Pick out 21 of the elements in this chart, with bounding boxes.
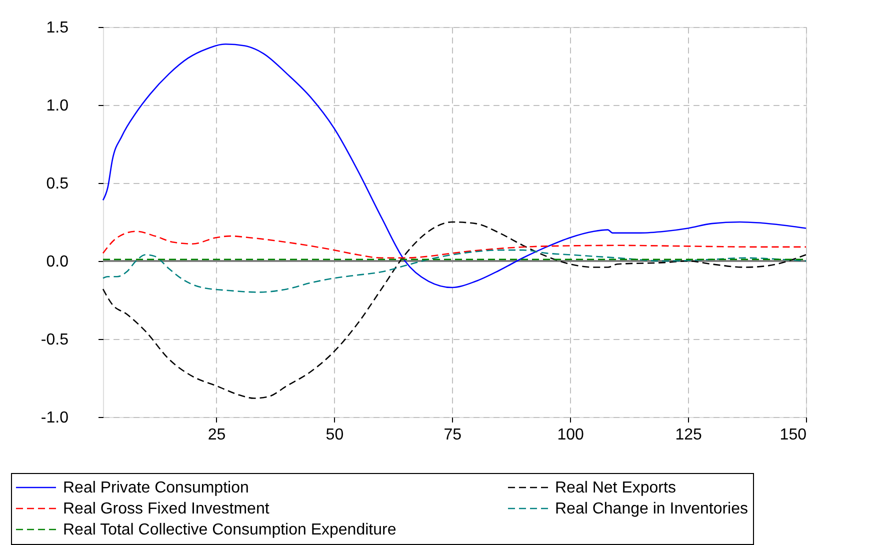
x-tick-label: 150 xyxy=(780,426,807,444)
x-tick-label: 100 xyxy=(557,426,584,444)
x-tick-label: 25 xyxy=(208,426,226,444)
line-series xyxy=(102,249,807,293)
y-tick-label: 0.5 xyxy=(46,176,69,192)
legend-label: Real Private Consumption xyxy=(63,480,249,496)
y-tick-label: 1.0 xyxy=(46,98,69,114)
line-series xyxy=(102,44,807,288)
legend-label: Real Change in Inventories xyxy=(555,500,748,518)
legend-label: Real Net Exports xyxy=(555,480,676,496)
y-tick-label: 0.0 xyxy=(46,254,69,270)
line-series xyxy=(102,230,807,259)
line-series xyxy=(102,221,807,399)
legend-label: Real Total Collective Consumption Expenditure xyxy=(63,522,396,538)
y-tick-label: -0.5 xyxy=(40,332,69,348)
legend-label: Real Gross Fixed Investment xyxy=(63,500,270,518)
y-tick-label: 1.5 xyxy=(46,20,69,36)
x-tick-label: 125 xyxy=(675,426,702,444)
y-tick-label: -1.0 xyxy=(40,410,69,426)
x-tick-label: 50 xyxy=(326,426,344,444)
x-tick-label: 75 xyxy=(444,426,462,444)
